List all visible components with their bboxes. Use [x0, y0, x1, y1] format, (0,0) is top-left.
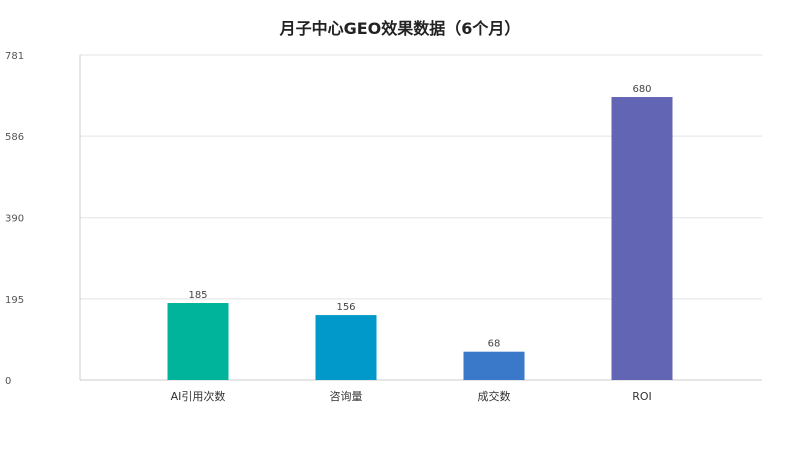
- x-category-label: 咨询量: [330, 389, 363, 403]
- bar: [611, 97, 673, 380]
- data-label: 156: [336, 302, 355, 313]
- x-category-label: AI引用次数: [171, 389, 226, 403]
- data-label: 68: [488, 339, 501, 350]
- bar: [315, 315, 377, 380]
- bar: [167, 303, 229, 380]
- x-category-label: ROI: [632, 390, 652, 403]
- data-label: 185: [188, 290, 207, 301]
- y-tick-label: 0: [5, 376, 11, 387]
- y-tick-label: 390: [5, 214, 24, 225]
- bar: [463, 351, 525, 380]
- chart-title: 月子中心GEO效果数据（6个月）: [279, 19, 521, 38]
- y-tick-label: 586: [5, 132, 24, 143]
- x-category-label: 成交数: [478, 389, 511, 403]
- data-label: 680: [632, 84, 651, 95]
- y-tick-label: 781: [5, 51, 24, 62]
- y-tick-label: 195: [5, 295, 24, 306]
